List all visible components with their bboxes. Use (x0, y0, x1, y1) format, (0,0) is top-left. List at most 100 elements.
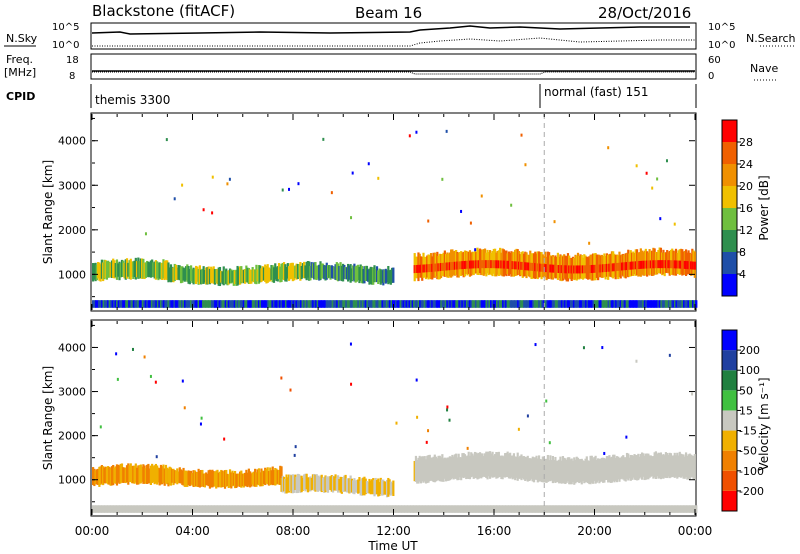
echo-core-cell (455, 261, 458, 270)
scatter-cell (634, 300, 638, 308)
scatter-cell (370, 505, 374, 513)
echo-cell (97, 262, 100, 279)
velocity-marks (92, 321, 698, 515)
scatter-cell (129, 505, 133, 513)
sparse-echo (415, 378, 418, 382)
echo-cell (105, 466, 109, 484)
echo-cell (598, 458, 601, 484)
scatter-cell (278, 505, 282, 513)
scatter-cell (480, 300, 484, 308)
echo-cell (306, 261, 310, 278)
echo-cell (277, 263, 281, 280)
scatter-cell (116, 505, 119, 513)
echo-core-cell (664, 260, 668, 269)
scatter-cell (590, 300, 594, 308)
echo-cell (433, 454, 436, 483)
scatter-cell (395, 505, 398, 513)
sparse-echo (534, 343, 537, 347)
scatter-cell (205, 300, 208, 308)
echo-cell (544, 458, 547, 483)
echo-cell (139, 464, 142, 484)
echo-cell (517, 457, 521, 479)
scatter-cell (414, 300, 418, 308)
scatter-cell (125, 300, 128, 308)
echo-cell (169, 264, 173, 283)
scatter-cell (152, 505, 155, 513)
echo-cell (451, 454, 454, 479)
echo-cell (578, 459, 581, 484)
echo-cell (514, 456, 517, 481)
sparse-echo (659, 217, 662, 221)
scatter-cell (673, 505, 677, 513)
echo-cell (208, 268, 212, 285)
scatter-cell (99, 505, 102, 513)
sparse-echo (645, 171, 648, 175)
sparse-echo (395, 421, 398, 425)
echo-cell (618, 458, 621, 482)
sparse-echo (280, 376, 283, 380)
echo-cell (240, 266, 243, 284)
echo-cell (284, 264, 287, 282)
sparse-echo (183, 406, 186, 410)
scatter-cell (450, 300, 454, 308)
scatter-cell (384, 505, 387, 513)
echo-cell (303, 261, 306, 279)
scatter-cell (514, 300, 517, 308)
scatter-cell (218, 505, 222, 513)
echo-cell (210, 266, 213, 284)
echo-cell (448, 456, 451, 481)
scatter-cell (197, 505, 200, 513)
scatter-cell (589, 300, 592, 308)
scatter-cell (485, 300, 488, 308)
echo-cell (233, 470, 237, 489)
echo-cell (191, 269, 194, 284)
scatter-cell (539, 505, 543, 513)
scatter-cell (134, 300, 137, 308)
echo-cell (153, 465, 156, 485)
echo-cell (576, 457, 580, 483)
echo-cell (230, 472, 233, 489)
echo-cell (205, 472, 208, 486)
echo-core-cell (541, 263, 544, 272)
echo-cell (390, 267, 394, 283)
echo-cell (359, 264, 362, 282)
scatter-cell (541, 300, 544, 308)
echo-cell (222, 266, 225, 286)
echo-cell (687, 454, 690, 480)
scatter-cell (381, 505, 384, 513)
echo-cell (298, 264, 301, 278)
echo-core-cell (691, 261, 694, 270)
echo-cell (620, 456, 624, 479)
scatter-cell (173, 300, 176, 308)
echo-cell (442, 458, 445, 482)
sparse-echo (673, 222, 676, 226)
echo-cell (507, 453, 511, 479)
scatter-cell (631, 505, 635, 513)
echo-cell (358, 266, 361, 284)
scatter-cell (108, 505, 111, 513)
echo-cell (177, 265, 180, 280)
colorbar-swatch (722, 330, 737, 351)
echo-cell (348, 478, 351, 494)
scatter-cell (331, 300, 335, 308)
scatter-cell (628, 505, 632, 513)
scatter-cell (502, 505, 505, 513)
scatter-cell (612, 505, 615, 513)
echo-cell (478, 452, 482, 478)
scatter-cell (266, 300, 270, 308)
echo-cell (313, 473, 316, 491)
scatter-cell (532, 300, 535, 308)
echo-core-cell (565, 265, 568, 274)
echo-core-cell (515, 261, 518, 270)
scatter-cell (388, 300, 392, 308)
scatter-cell (357, 505, 360, 513)
echo-core-cell (488, 260, 492, 269)
scatter-cell (604, 300, 607, 308)
scatter-cell (334, 300, 338, 308)
echo-cell (349, 475, 352, 493)
echo-cell (184, 470, 188, 487)
scatter-cell (319, 300, 323, 308)
echo-cell (367, 269, 370, 282)
echo-core-cell (497, 260, 500, 269)
